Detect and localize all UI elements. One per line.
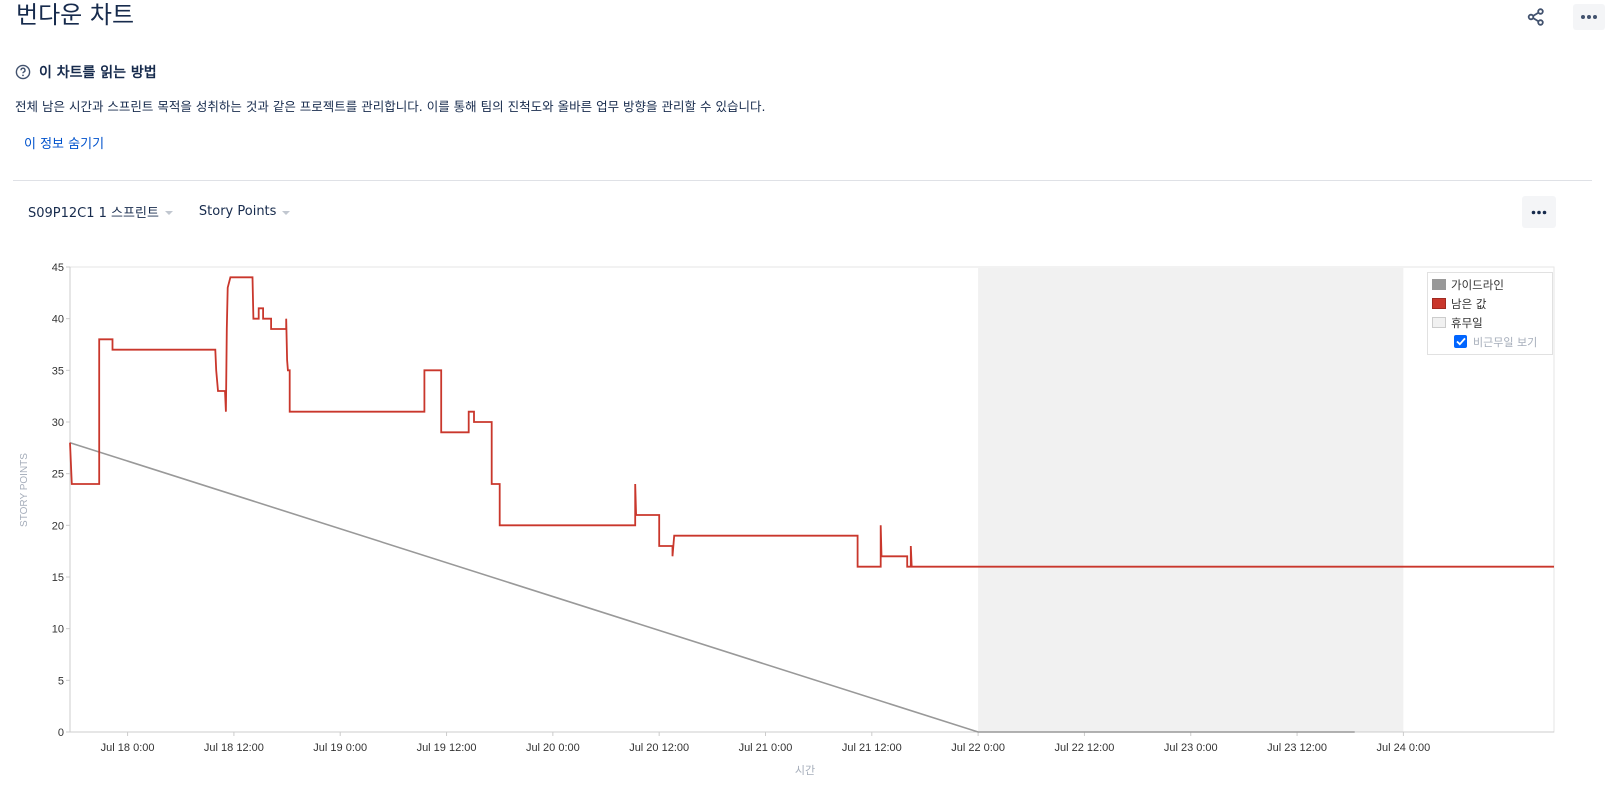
help-title: 이 차트를 읽는 방법	[39, 65, 157, 81]
y-tick-label: 35	[52, 365, 64, 377]
page-title: 번다운 차트	[16, 1, 135, 29]
non-working-swatch	[1432, 317, 1446, 328]
x-tick-label: Jul 19 0:00	[313, 742, 367, 754]
remaining-swatch	[1432, 298, 1446, 309]
chevron-down-icon	[164, 210, 173, 215]
remaining-series-line	[69, 276, 1554, 568]
guideline-series-line	[69, 441, 1355, 733]
sprint-selector-label: S09P12C1 1 스프린트	[28, 206, 159, 221]
y-tick-label: 5	[58, 675, 64, 687]
page-more-button[interactable]	[1573, 4, 1605, 30]
y-tick-label: 25	[52, 469, 64, 481]
y-tick-label: 40	[52, 314, 64, 326]
x-tick-label: Jul 20 0:00	[526, 742, 580, 754]
x-tick-label: Jul 22 0:00	[951, 742, 1005, 754]
x-tick-label: Jul 24 0:00	[1376, 742, 1430, 754]
question-circle-icon	[15, 64, 31, 80]
x-tick-label: Jul 21 12:00	[842, 742, 902, 754]
y-tick-label: 10	[52, 624, 64, 636]
chart-filters: S09P12C1 1 스프린트 Story Points	[28, 202, 291, 221]
share-button[interactable]	[1521, 4, 1551, 30]
chart-legend: 가이드라인 남은 값 휴무일 비근무일 보기	[1427, 272, 1553, 355]
chart-axes: 0 5 10 15 20 25 30 35 40 45 Jul 18 0:00 Jul 18 12:0…	[52, 262, 1554, 754]
estimate-selector-label: Story Points	[198, 204, 277, 219]
show-non-working-label: 비근무일 보기	[1473, 335, 1538, 349]
y-axis-title: STORY POINTS	[19, 453, 30, 527]
x-tick-label: Jul 18 12:00	[204, 742, 264, 754]
x-tick-label: Jul 18 0:00	[101, 742, 155, 754]
x-tick-label: Jul 22 12:00	[1054, 742, 1114, 754]
y-tick-label: 30	[52, 417, 64, 429]
x-tick-label: Jul 19 12:00	[417, 742, 477, 754]
y-tick-label: 0	[58, 727, 64, 739]
x-tick-label: Jul 23 0:00	[1164, 742, 1218, 754]
chart-more-button[interactable]	[1522, 196, 1556, 228]
estimate-selector[interactable]: Story Points	[199, 202, 291, 221]
page-actions	[1521, 4, 1605, 30]
chart-series	[69, 276, 1554, 733]
legend-item-guideline[interactable]: 가이드라인	[1428, 275, 1552, 294]
help-heading: 이 차트를 읽는 방법	[15, 62, 157, 82]
y-tick-label: 45	[52, 262, 64, 274]
x-tick-label: Jul 20 12:00	[629, 742, 689, 754]
guideline-swatch	[1432, 279, 1446, 290]
y-tick-label: 20	[52, 520, 64, 532]
x-tick-label: Jul 21 0:00	[739, 742, 793, 754]
legend-label-guideline: 가이드라인	[1451, 277, 1504, 292]
more-horizontal-icon	[1581, 15, 1597, 19]
x-axis-title: 시간	[795, 764, 815, 777]
legend-item-remaining[interactable]: 남은 값	[1428, 294, 1552, 313]
chevron-down-icon	[282, 210, 291, 215]
checkmark-icon	[1455, 337, 1466, 346]
non-working-days-band	[978, 268, 1404, 732]
hide-info-link[interactable]: 이 정보 숨기기	[24, 137, 105, 152]
checkbox[interactable]	[1454, 335, 1467, 348]
share-icon	[1527, 8, 1544, 26]
show-non-working-toggle[interactable]: 비근무일 보기	[1428, 332, 1552, 351]
x-tick-label: Jul 23 12:00	[1267, 742, 1327, 754]
y-tick-label: 15	[52, 572, 64, 584]
help-description: 전체 남은 시간과 스프린트 목적을 성취하는 것과 같은 프로젝트를 관리합니…	[15, 99, 766, 114]
more-horizontal-icon	[1531, 210, 1547, 214]
sprint-selector[interactable]: S09P12C1 1 스프린트	[28, 202, 173, 221]
legend-item-non-working[interactable]: 휴무일	[1428, 313, 1552, 332]
legend-label-remaining: 남은 값	[1451, 296, 1487, 311]
section-divider	[13, 180, 1592, 181]
legend-label-non-working: 휴무일	[1451, 315, 1483, 330]
